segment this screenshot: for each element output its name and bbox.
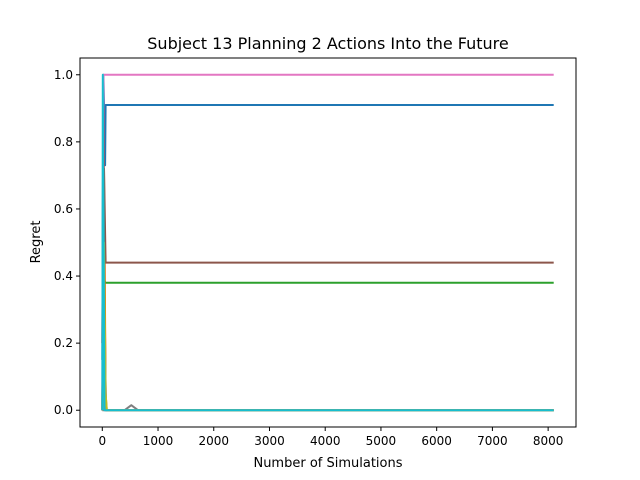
x-tick-label: 3000 — [254, 434, 285, 448]
series-layer — [101, 73, 554, 412]
x-axis-label: Number of Simulations — [253, 456, 402, 471]
series-line-10 — [101, 73, 554, 412]
x-tick-label: 5000 — [366, 434, 397, 448]
y-tick-label: 0.8 — [54, 135, 73, 149]
x-tick-label: 7000 — [477, 434, 508, 448]
x-tick-label: 6000 — [421, 434, 452, 448]
x-tick-label: 1000 — [143, 434, 174, 448]
y-tick-label: 0.0 — [54, 403, 73, 417]
x-tick-label: 2000 — [198, 434, 229, 448]
y-tick-label: 1.0 — [54, 68, 73, 82]
plot-area-frame — [79, 57, 577, 428]
y-tick-label: 0.4 — [54, 269, 73, 283]
y-tick-label: 0.6 — [54, 202, 73, 216]
x-axis-ticks: 0 1000 2000 3000 4000 5000 6000 7000 8000 — [98, 427, 563, 448]
y-axis-label: Regret — [29, 221, 44, 264]
y-axis-ticks: 0.0 0.2 0.4 0.6 0.8 1.0 — [54, 68, 80, 417]
x-tick-label: 8000 — [533, 434, 564, 448]
y-tick-label: 0.2 — [54, 336, 73, 350]
x-tick-label: 0 — [98, 434, 106, 448]
chart-title: Subject 13 Planning 2 Actions Into the F… — [147, 34, 508, 53]
x-tick-label: 4000 — [310, 434, 341, 448]
